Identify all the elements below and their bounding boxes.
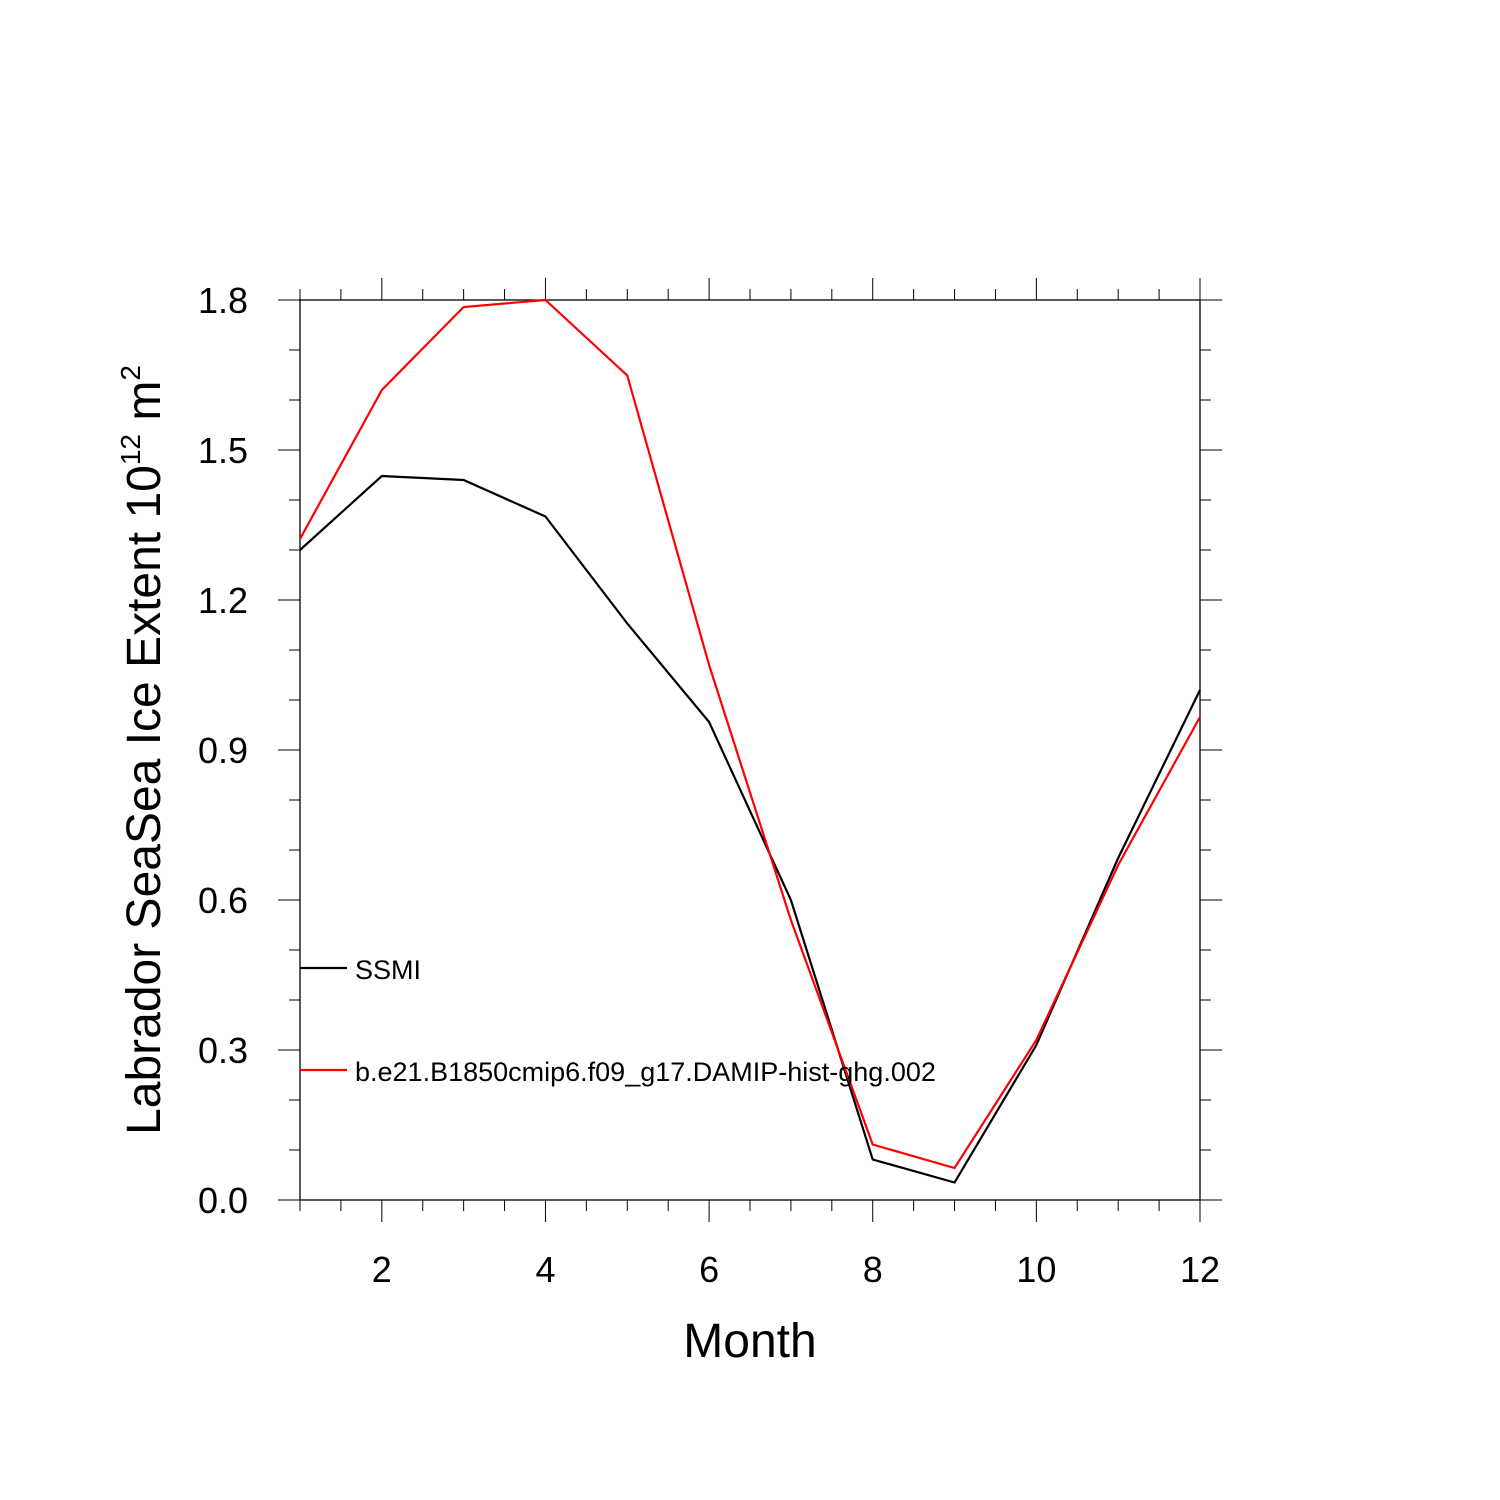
- y-tick-label: 1.5: [198, 430, 248, 471]
- axis-ticks: [278, 278, 1222, 1222]
- y-tick-label: 1.8: [198, 280, 248, 321]
- x-tick-label: 6: [699, 1249, 719, 1290]
- x-tick-label: 10: [1016, 1249, 1056, 1290]
- x-tick-label: 8: [863, 1249, 883, 1290]
- y-axis-title-unit: m: [118, 381, 171, 434]
- y-axis-title: Labrador SeaSea Ice Extent 1012 m2: [115, 365, 171, 1135]
- x-tick-label: 12: [1180, 1249, 1220, 1290]
- y-tick-label: 0.6: [198, 880, 248, 921]
- x-tick-label: 2: [372, 1249, 392, 1290]
- y-tick-label: 0.0: [198, 1180, 248, 1221]
- legend: SSMI b.e21.B1850cmip6.f09_g17.DAMIP-hist-…: [300, 955, 936, 1087]
- plot-frame: [299, 299, 1201, 1201]
- x-axis-title: Month: [683, 1315, 816, 1368]
- y-axis-title-exponent: 12: [115, 434, 146, 465]
- y-tick-label: 0.9: [198, 730, 248, 771]
- legend-label: b.e21.B1850cmip6.f09_g17.DAMIP-hist-ghg.…: [355, 1057, 936, 1087]
- x-tick-label: 4: [535, 1249, 555, 1290]
- y-tick-label: 0.3: [198, 1030, 248, 1071]
- y-tick-label: 1.2: [198, 580, 248, 621]
- legend-label: SSMI: [355, 955, 421, 985]
- y-axis-title-main: Labrador SeaSea Ice Extent 10: [118, 465, 171, 1135]
- tick-labels: 2 4 6 8 10 12 0.0 0.3 0.6 0.9 1.2 1.5 1.8: [198, 280, 1220, 1290]
- series-line-2: [299, 298, 1201, 1170]
- series-line-1: [299, 474, 1201, 1184]
- series-lines: [299, 298, 1201, 1184]
- y-axis-title-unit-exponent: 2: [115, 365, 146, 381]
